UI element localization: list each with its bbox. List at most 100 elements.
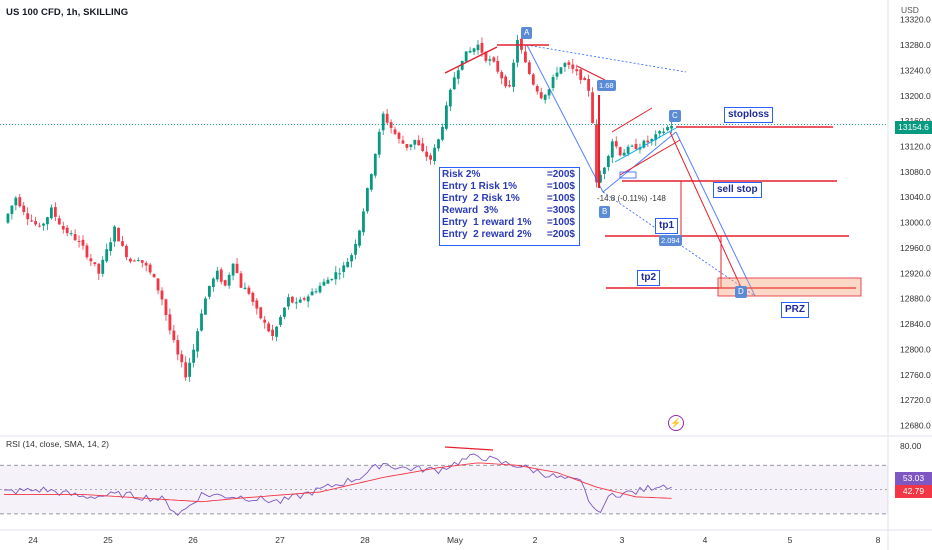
prz-zone [717,277,862,297]
pattern-ac-dotted [526,44,687,73]
candle-body [50,207,53,219]
candle-body [85,245,89,258]
candle-body [65,227,69,234]
price-tick-label: 12840.0 [900,319,931,329]
candle-body [105,249,109,262]
candle-body [271,329,274,336]
ratio-flag-tp1: 2.094 [659,235,682,246]
candle-body [666,127,669,131]
candle-body [160,290,164,300]
time-tick-label: 26 [188,535,198,545]
price-tick-label: 12760.0 [900,370,931,380]
info-row: Entry 1 Risk 1% =100$ [442,181,579,193]
candle-body [231,263,235,276]
candle-body [306,296,310,302]
candle-body [34,221,37,225]
candle-body [81,239,85,246]
ratio-flag-a: 1.68 [597,80,616,91]
price-tick-label: 13040.0 [900,192,931,202]
candle-body [192,349,195,363]
candle-body [121,241,124,246]
candle-body [294,302,298,304]
candle-body [559,67,563,74]
candle-body [255,300,259,309]
info-row-value: =100$ [546,192,575,204]
time-tick-label: 8 [876,535,881,545]
candle-body [397,132,401,139]
info-row: Entry 2 Risk 1% =100$ [442,193,579,205]
candle-body [452,77,456,90]
candle-body [140,260,144,263]
measure-box [619,171,637,179]
candle-body [318,285,322,293]
candle-body [184,362,188,378]
candle-body [567,62,571,65]
candle-body [14,197,18,206]
candle-body [520,38,523,50]
candle-body [322,281,326,286]
info-row: Reward 3% =300$ [442,205,579,217]
candle-body [366,188,369,212]
candle-body [401,140,405,144]
candle-body [302,298,306,300]
rsi-value-tag: 53.03 [895,472,932,485]
point-d-marker: D [735,286,747,298]
price-tick-label: 13120.0 [900,141,931,151]
rsi-divergence-line [444,446,494,451]
candle-body [287,297,290,307]
candle-body [539,92,543,99]
candle-body [89,258,93,262]
candle-body [456,70,460,79]
candle-body [492,57,496,62]
candle-body [599,174,602,183]
point-c-marker: C [669,110,681,122]
candle-body [247,287,251,294]
candle-body [583,78,587,81]
price-tick-label: 12880.0 [900,294,931,304]
candle-body [350,255,353,262]
candle-body [334,272,338,280]
candle-body [129,258,132,262]
candle-body [148,264,152,273]
candle-body [196,331,199,352]
risk-info-box: Risk 2% =200$ Entry 1 Risk 1% =100$ Entry 2 … [439,167,580,246]
sell-stop-label: sell stop [713,182,762,198]
candle-body [393,129,397,134]
candle-body [18,197,22,207]
candle-body [618,147,622,156]
info-row: Risk 2% =200$ [442,169,579,181]
candle-body [512,62,515,87]
candle-body [275,326,278,337]
lightning-icon[interactable]: ⚡ [668,415,684,431]
candle-body [441,126,444,140]
measure-readout: -14.8 (-0.11%) -148 [597,194,666,203]
channel-mid [614,127,677,163]
candle-body [555,72,559,77]
currency-label: USD [901,5,919,15]
candle-body [57,218,61,225]
pattern-cd-line [675,131,756,297]
candle-body [326,279,330,284]
candle-body [38,225,41,227]
price-tick-label: 13320.0 [900,15,931,25]
time-tick-label: 3 [620,535,625,545]
time-tick-label: 27 [275,535,285,545]
candle-body [290,296,294,303]
candle-body [69,233,73,235]
candle-body [235,263,239,273]
candle-body [524,51,527,63]
rsi-ma-tag: 42.79 [895,485,932,498]
candle-body [630,145,634,147]
candle-body [646,140,650,143]
candle-body [575,69,579,72]
info-row: Entry 2 reward 2% =200$ [442,229,579,241]
info-row-label: Entry 1 reward 1% [442,216,532,228]
candle-body [417,140,421,146]
info-row-label: Entry 1 Risk 1% [442,180,518,192]
time-tick-label: 28 [360,535,370,545]
candle-body [547,89,551,96]
candle-body [642,140,646,148]
candle-body [551,77,555,89]
candle-body [535,86,539,92]
candle-body [101,259,105,274]
